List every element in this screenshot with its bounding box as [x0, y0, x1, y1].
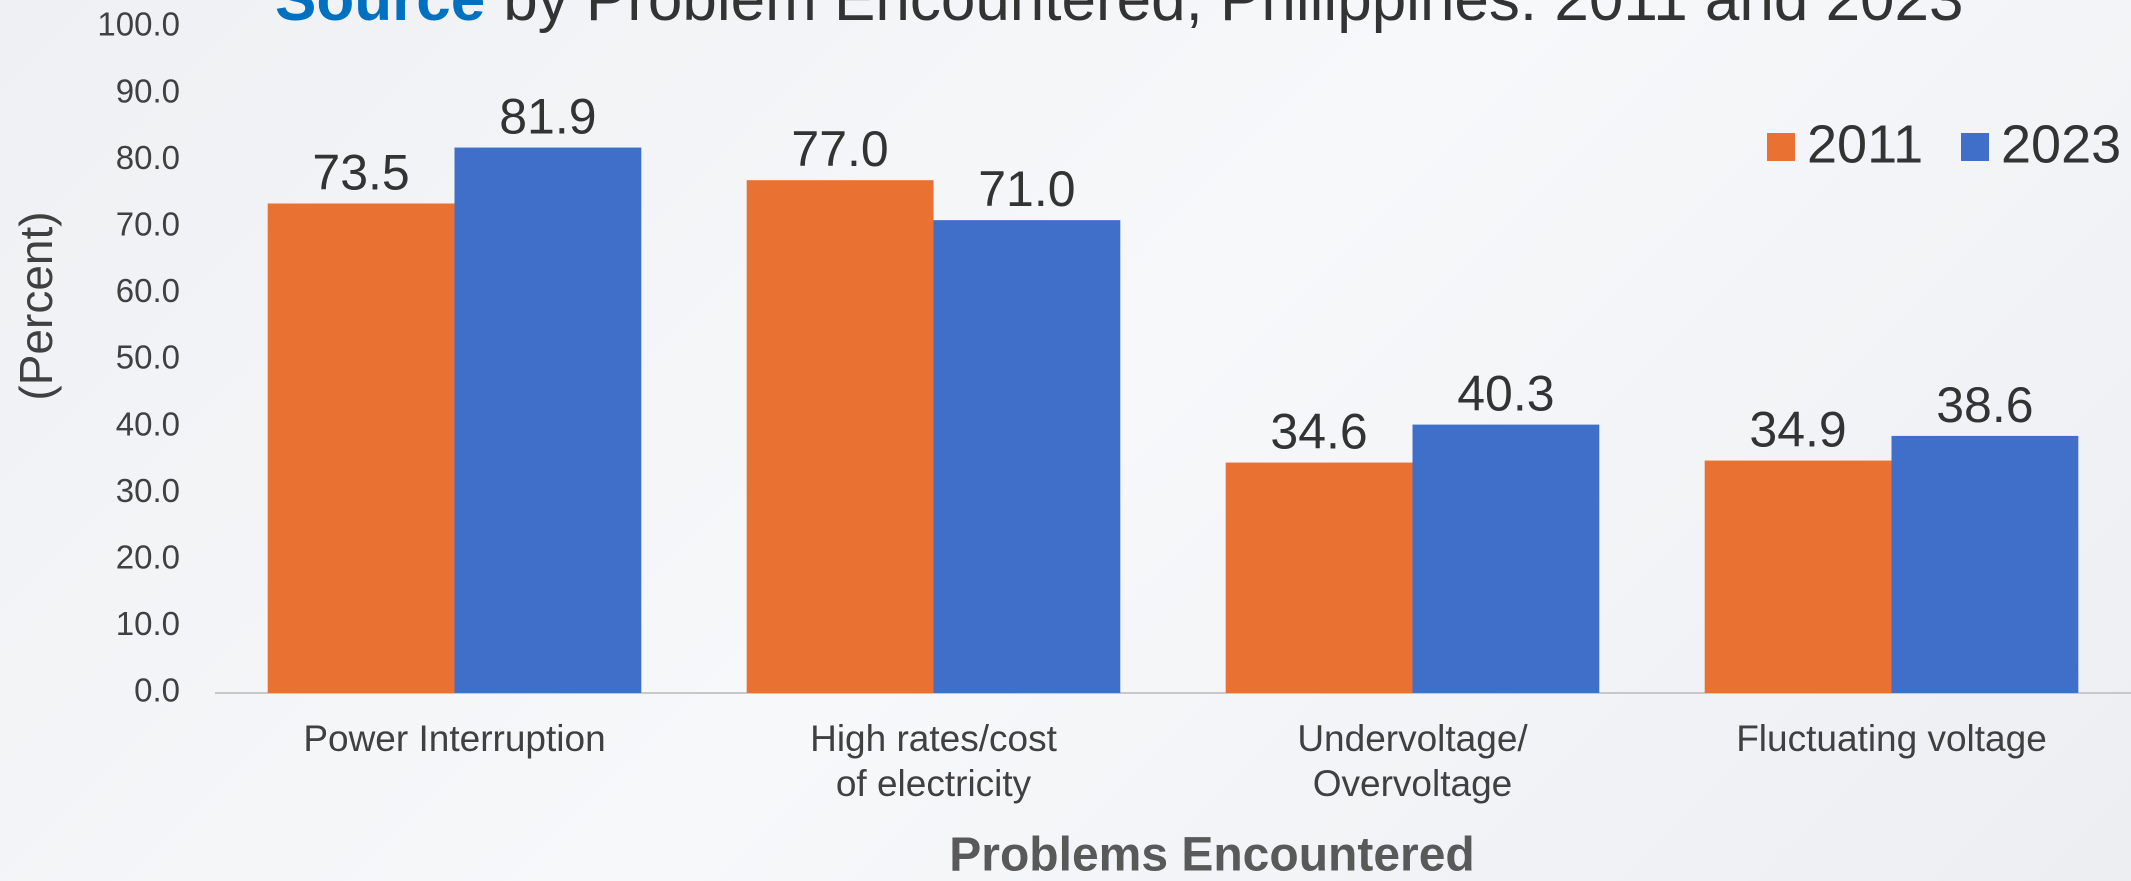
- bar: [1892, 436, 2079, 693]
- y-tick-label: 70.0: [116, 206, 180, 243]
- bar: [1705, 461, 1892, 693]
- y-tick-label: 40.0: [116, 405, 180, 442]
- x-tick-label: Power Interruption: [303, 718, 605, 759]
- chart-title: Source by Problem Encountered, Philippine…: [275, 0, 1964, 34]
- x-tick-label: of electricity: [836, 763, 1032, 804]
- page: Source by Problem Encountered, Philippine…: [0, 0, 2131, 881]
- legend-label: 2023: [2001, 114, 2121, 174]
- x-tick-label: Fluctuating voltage: [1736, 718, 2047, 759]
- bar: [934, 220, 1121, 693]
- legend-swatch: [1767, 133, 1795, 161]
- y-tick-label: 80.0: [116, 139, 180, 176]
- x-tick-label: Overvoltage: [1313, 763, 1513, 804]
- chart: Source by Problem Encountered, Philippine…: [0, 0, 2131, 881]
- value-label: 40.3: [1457, 366, 1554, 422]
- bar: [268, 203, 455, 693]
- value-label: 38.6: [1936, 377, 2033, 433]
- title-highlight: Source: [275, 0, 485, 34]
- y-tick-label: 20.0: [116, 539, 180, 576]
- y-tick-label: 60.0: [116, 272, 180, 309]
- value-label: 81.9: [499, 89, 596, 145]
- value-label: 34.6: [1270, 404, 1367, 460]
- y-tick-label: 10.0: [116, 605, 180, 642]
- bar: [1413, 425, 1600, 693]
- y-tick-label: 90.0: [116, 72, 180, 109]
- y-tick-label: 30.0: [116, 472, 180, 509]
- x-tick-label: High rates/cost: [810, 718, 1057, 759]
- value-label: 73.5: [312, 144, 409, 200]
- bar: [747, 180, 934, 693]
- y-axis-title: (Percent): [10, 211, 62, 400]
- y-tick-label: 100.0: [97, 6, 180, 43]
- legend-swatch: [1961, 133, 1989, 161]
- value-label: 77.0: [791, 121, 888, 177]
- value-label: 34.9: [1749, 402, 1846, 458]
- x-tick-label: Undervoltage/: [1297, 718, 1528, 759]
- y-tick-label: 50.0: [116, 339, 180, 376]
- y-tick-label: 0.0: [134, 672, 180, 709]
- value-label: 71.0: [978, 161, 1075, 217]
- legend-label: 2011: [1807, 114, 1923, 174]
- bar: [455, 148, 642, 693]
- title-rest: by Problem Encountered, Philippines: 201…: [503, 0, 1963, 34]
- x-axis-title: Problems Encountered: [949, 829, 1474, 881]
- bar: [1226, 463, 1413, 693]
